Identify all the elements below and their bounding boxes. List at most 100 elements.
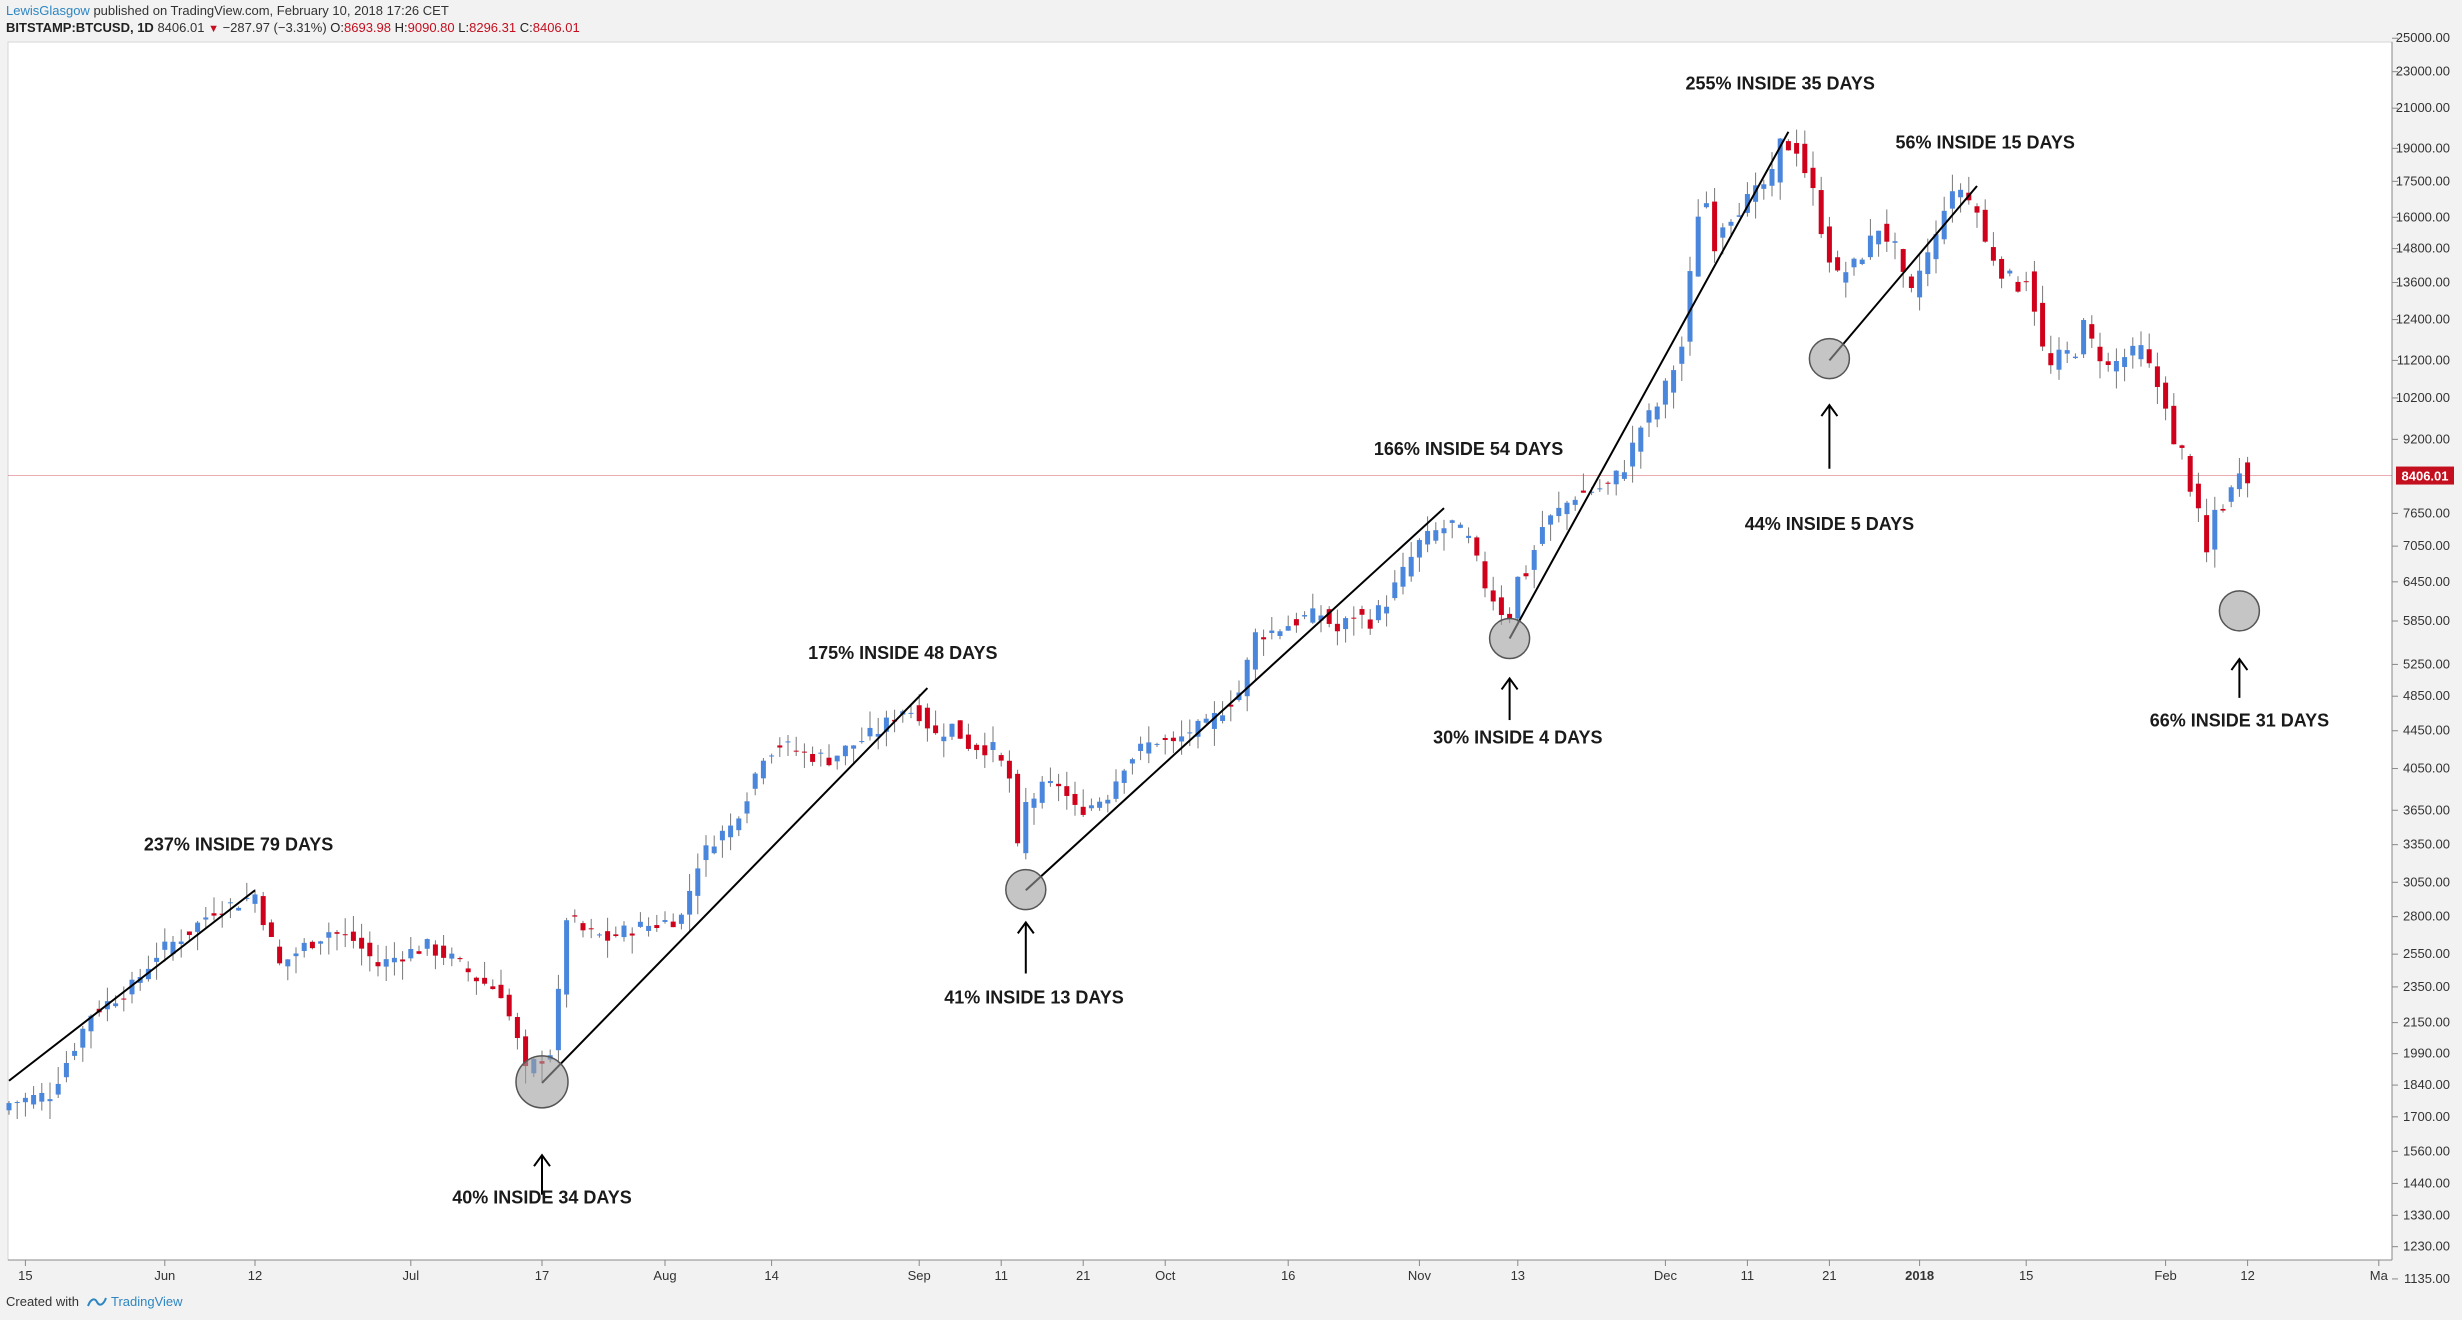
rally-annotation-label: 30% INSIDE 4 DAYS bbox=[1433, 728, 1602, 748]
y-tick-label: 2550.00 bbox=[2403, 946, 2450, 961]
up-arrow-icon[interactable] bbox=[1500, 676, 1519, 721]
candle bbox=[1580, 473, 1586, 493]
x-tick-label: Dec bbox=[1654, 1268, 1678, 1283]
candle-body bbox=[244, 897, 250, 899]
candle-body bbox=[1679, 346, 1685, 364]
candle bbox=[342, 918, 348, 948]
candle-body bbox=[441, 945, 447, 958]
last-price-badge-label: 8406.01 bbox=[2402, 469, 2449, 484]
candle bbox=[2031, 260, 2037, 326]
bottom-circle-marker[interactable] bbox=[2218, 590, 2261, 632]
bottom-circle-marker[interactable] bbox=[1808, 337, 1851, 380]
candle bbox=[1433, 522, 1439, 544]
candle bbox=[2105, 352, 2111, 372]
candle-body bbox=[1474, 537, 1480, 556]
up-arrow-icon[interactable] bbox=[2230, 657, 2249, 698]
candle-body bbox=[1261, 637, 1267, 640]
candle bbox=[211, 897, 217, 921]
candle-body bbox=[14, 1102, 20, 1104]
up-arrow-icon[interactable] bbox=[1016, 920, 1035, 974]
candle-body bbox=[1867, 235, 1873, 258]
candle-body bbox=[654, 925, 660, 929]
candle bbox=[1310, 593, 1316, 624]
candle bbox=[1220, 701, 1226, 724]
trend-line[interactable] bbox=[1508, 131, 1790, 640]
x-tick-label: 11 bbox=[994, 1268, 1008, 1283]
candle bbox=[1261, 629, 1267, 656]
candle bbox=[744, 792, 750, 824]
candle bbox=[2089, 315, 2095, 349]
candle-body bbox=[1908, 276, 1914, 288]
x-tick-label: 21 bbox=[1076, 1268, 1090, 1283]
trend-line[interactable] bbox=[1828, 185, 1978, 362]
candle-body bbox=[2040, 302, 2046, 347]
candle-body bbox=[1531, 550, 1537, 570]
candle bbox=[752, 771, 758, 796]
candle bbox=[301, 938, 307, 958]
y-tick-label: 16000.00 bbox=[2396, 209, 2450, 224]
candle bbox=[982, 732, 988, 768]
y-tick-label: 11200.00 bbox=[2397, 352, 2450, 367]
candle-body bbox=[424, 939, 430, 949]
candle-body bbox=[1170, 737, 1176, 742]
candle bbox=[350, 915, 356, 949]
candle bbox=[1835, 250, 1841, 272]
candle-body bbox=[1843, 272, 1849, 283]
tradingview-brand-label: TradingView bbox=[110, 1294, 183, 1309]
candle bbox=[2023, 271, 2029, 292]
time-axis[interactable]: 15 Jun 12 Jul 17 Aug 14 Sep 11 21 Oct 16 Nov 13 Dec 11 2… bbox=[18, 1260, 2389, 1283]
candle bbox=[1990, 232, 1996, 266]
bottom-circle-marker[interactable] bbox=[1005, 868, 1047, 911]
candle-body bbox=[744, 801, 750, 814]
candle bbox=[482, 961, 488, 986]
candle-body bbox=[449, 953, 455, 959]
price-axis[interactable]: 1135.00 1230.00 1330.00 1440.00 1560.00 1700.… bbox=[2392, 30, 2454, 1286]
candle bbox=[1572, 496, 1578, 511]
candle bbox=[2064, 341, 2070, 364]
candle-body bbox=[785, 741, 791, 743]
candle bbox=[465, 961, 471, 982]
y-tick-label: 4450.00 bbox=[2403, 723, 2450, 738]
candle bbox=[1826, 216, 1832, 273]
y-tick-label: 3350.00 bbox=[2403, 837, 2450, 852]
candle-body bbox=[1023, 802, 1029, 854]
candle-body bbox=[416, 951, 422, 954]
candle bbox=[957, 720, 963, 740]
bottom-circle-marker[interactable] bbox=[1488, 617, 1531, 660]
bottom-circle-marker[interactable] bbox=[515, 1055, 569, 1109]
tradingview-logo-icon bbox=[87, 1297, 107, 1306]
candle bbox=[1211, 701, 1217, 746]
candle bbox=[1375, 599, 1381, 623]
candle bbox=[613, 926, 619, 938]
candle-body bbox=[1892, 241, 1898, 243]
candle-body bbox=[1556, 507, 1562, 517]
candle-body bbox=[555, 988, 561, 1051]
candle bbox=[2040, 285, 2046, 352]
candle bbox=[1228, 690, 1234, 722]
y-tick-label: 1230.00 bbox=[2403, 1239, 2450, 1254]
candle-body bbox=[933, 725, 939, 734]
trend-line[interactable] bbox=[8, 889, 256, 1082]
author-link[interactable]: LewisGlasgow bbox=[6, 3, 90, 18]
published-text: published on TradingView.com, February 1… bbox=[93, 3, 449, 18]
candle-body bbox=[818, 752, 824, 754]
candle bbox=[424, 938, 430, 956]
candle bbox=[1548, 514, 1554, 541]
trend-line[interactable] bbox=[1025, 507, 1445, 892]
up-arrow-icon[interactable] bbox=[533, 1153, 551, 1195]
candle-body bbox=[301, 942, 307, 952]
plot-area[interactable] bbox=[7, 41, 2393, 1261]
up-arrow-icon[interactable] bbox=[1820, 403, 1839, 469]
candle bbox=[1039, 776, 1045, 809]
candle bbox=[1072, 781, 1078, 816]
candle bbox=[1277, 629, 1283, 640]
trend-line[interactable] bbox=[541, 687, 929, 1084]
candle-body bbox=[1785, 141, 1791, 151]
candle-body bbox=[1449, 520, 1455, 523]
candle-body bbox=[277, 946, 283, 964]
tradingview-brand[interactable]: TradingView bbox=[87, 1294, 183, 1309]
candle-body bbox=[47, 1099, 53, 1102]
candle bbox=[1146, 726, 1152, 764]
candle-body bbox=[359, 937, 365, 949]
